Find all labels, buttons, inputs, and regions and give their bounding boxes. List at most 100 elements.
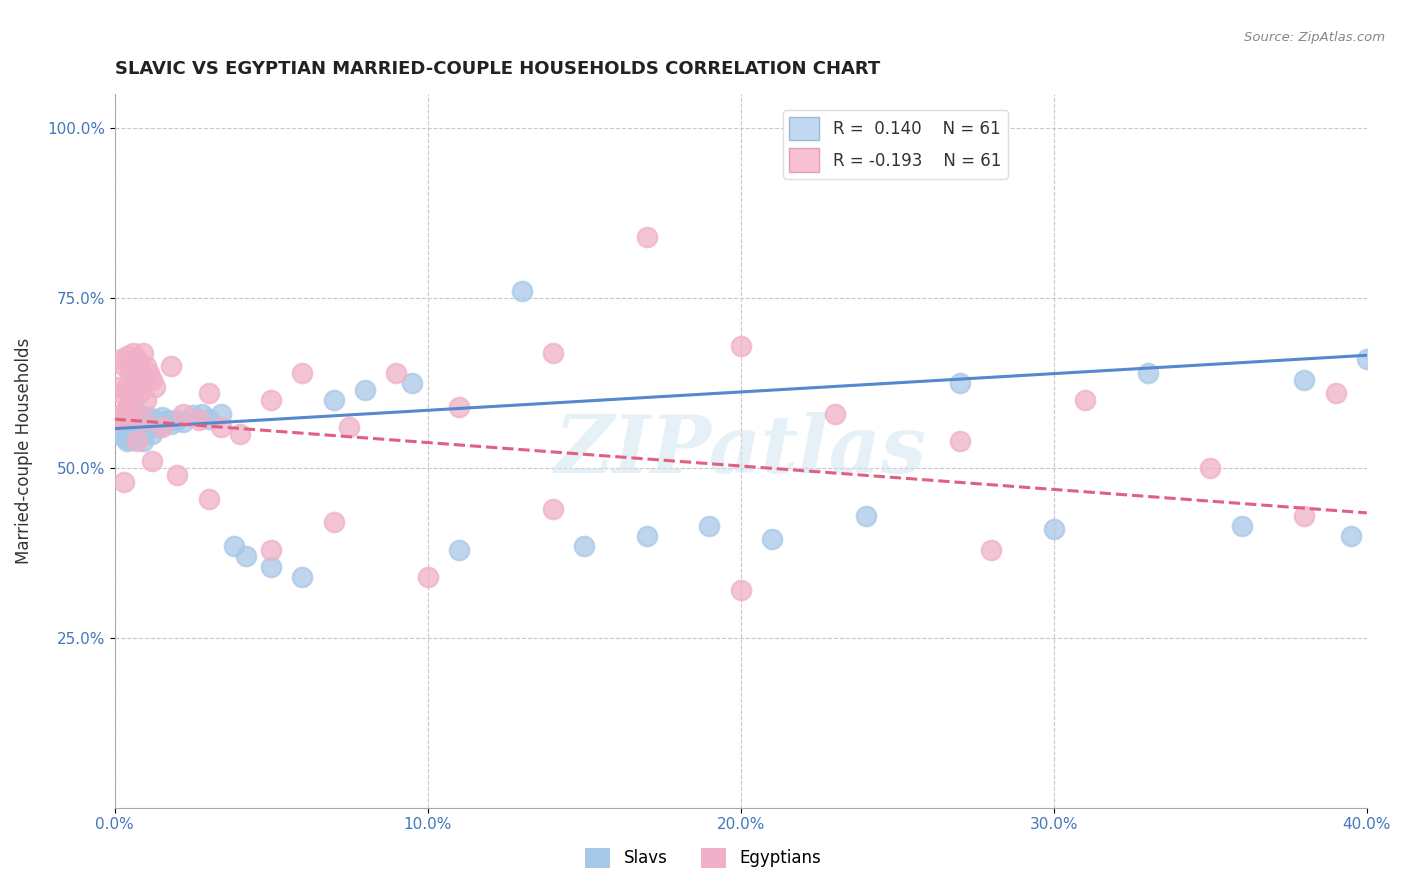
Egyptians	[209, 420, 232, 434]
Egyptians	[322, 516, 344, 530]
Slavs	[141, 427, 163, 442]
Egyptians	[107, 413, 129, 427]
Slavs	[156, 413, 179, 427]
Egyptians	[132, 376, 155, 391]
Slavs	[138, 420, 160, 434]
Egyptians	[125, 434, 148, 448]
Egyptians	[150, 420, 173, 434]
Egyptians	[122, 373, 145, 387]
Slavs	[636, 529, 658, 543]
Slavs	[115, 422, 138, 436]
Legend: Slavs, Egyptians: Slavs, Egyptians	[578, 841, 828, 875]
Egyptians	[115, 400, 138, 414]
Egyptians	[447, 400, 470, 414]
Slavs	[153, 415, 176, 429]
Slavs	[291, 570, 314, 584]
Slavs	[112, 413, 135, 427]
Egyptians	[339, 420, 361, 434]
Slavs	[322, 393, 344, 408]
Egyptians	[122, 345, 145, 359]
Slavs	[949, 376, 972, 391]
Slavs	[166, 413, 188, 427]
Egyptians	[138, 366, 160, 380]
Slavs	[401, 376, 423, 391]
Text: SLAVIC VS EGYPTIAN MARRIED-COUPLE HOUSEHOLDS CORRELATION CHART: SLAVIC VS EGYPTIAN MARRIED-COUPLE HOUSEH…	[115, 60, 880, 78]
Egyptians	[141, 454, 163, 468]
Slavs	[699, 518, 721, 533]
Slavs	[1294, 373, 1316, 387]
Egyptians	[730, 583, 752, 598]
Slavs	[115, 412, 138, 426]
Egyptians	[122, 393, 145, 408]
Egyptians	[980, 542, 1002, 557]
Slavs	[197, 412, 219, 426]
Slavs	[260, 559, 283, 574]
Slavs	[1340, 529, 1362, 543]
Egyptians	[824, 407, 846, 421]
Egyptians	[730, 339, 752, 353]
Egyptians	[125, 379, 148, 393]
Egyptians	[110, 352, 132, 367]
Slavs	[120, 427, 142, 442]
Legend: R =  0.140    N = 61, R = -0.193    N = 61: R = 0.140 N = 61, R = -0.193 N = 61	[783, 110, 1008, 178]
Slavs	[132, 434, 155, 448]
Slavs	[148, 420, 170, 434]
Egyptians	[172, 407, 194, 421]
Egyptians	[112, 410, 135, 425]
Egyptians	[160, 359, 183, 373]
Egyptians	[120, 400, 142, 414]
Slavs	[143, 413, 166, 427]
Egyptians	[291, 366, 314, 380]
Egyptians	[120, 366, 142, 380]
Egyptians	[135, 393, 157, 408]
Slavs	[181, 408, 204, 422]
Egyptians	[197, 386, 219, 401]
Slavs	[160, 417, 183, 431]
Slavs	[572, 539, 595, 553]
Egyptians	[949, 434, 972, 448]
Slavs	[135, 417, 157, 431]
Slavs	[112, 430, 135, 444]
Slavs	[120, 433, 142, 447]
Slavs	[138, 410, 160, 425]
Egyptians	[229, 427, 252, 442]
Slavs	[1230, 518, 1253, 533]
Egyptians	[128, 386, 150, 401]
Slavs	[1136, 366, 1159, 380]
Egyptians	[260, 393, 283, 408]
Egyptians	[541, 345, 564, 359]
Egyptians	[166, 467, 188, 482]
Egyptians	[132, 413, 155, 427]
Slavs	[135, 422, 157, 436]
Egyptians	[1199, 461, 1222, 475]
Slavs	[132, 413, 155, 427]
Slavs	[115, 434, 138, 448]
Slavs	[125, 428, 148, 442]
Text: ZIPatlas: ZIPatlas	[554, 412, 927, 490]
Egyptians	[115, 349, 138, 363]
Slavs	[120, 417, 142, 431]
Slavs	[150, 410, 173, 425]
Slavs	[141, 415, 163, 429]
Slavs	[209, 407, 232, 421]
Slavs	[122, 410, 145, 425]
Slavs	[128, 424, 150, 438]
Slavs	[855, 508, 877, 523]
Egyptians	[1324, 386, 1347, 401]
Egyptians	[128, 366, 150, 380]
Slavs	[110, 420, 132, 434]
Egyptians	[132, 345, 155, 359]
Egyptians	[1074, 393, 1097, 408]
Egyptians	[135, 359, 157, 373]
Egyptians	[541, 501, 564, 516]
Egyptians	[120, 386, 142, 401]
Slavs	[1355, 352, 1378, 367]
Slavs	[235, 549, 257, 564]
Slavs	[447, 542, 470, 557]
Slavs	[128, 418, 150, 433]
Egyptians	[110, 386, 132, 401]
Egyptians	[416, 570, 439, 584]
Text: Source: ZipAtlas.com: Source: ZipAtlas.com	[1244, 31, 1385, 45]
Egyptians	[115, 379, 138, 393]
Slavs	[510, 285, 533, 299]
